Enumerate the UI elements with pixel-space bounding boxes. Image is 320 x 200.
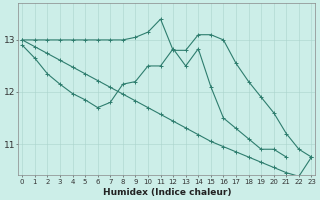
X-axis label: Humidex (Indice chaleur): Humidex (Indice chaleur) [103, 188, 231, 197]
